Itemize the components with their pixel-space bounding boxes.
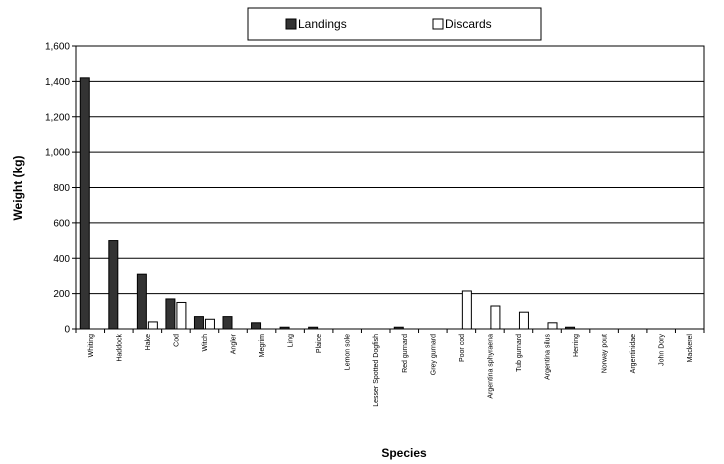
y-tick-label: 0 bbox=[64, 325, 70, 336]
y-tick-label: 800 bbox=[53, 183, 70, 194]
x-tick-label: Hake bbox=[145, 334, 152, 350]
x-tick-label: Whiting bbox=[88, 334, 95, 357]
legend-discards-label: Discards bbox=[445, 17, 492, 31]
bar-discards bbox=[461, 290, 472, 330]
bar-discards bbox=[518, 311, 529, 330]
bar-landings bbox=[251, 322, 262, 330]
x-tick-label: Argentina sphyraena bbox=[487, 334, 494, 399]
legend-landings-swatch bbox=[285, 18, 297, 30]
x-tick-label: Haddock bbox=[116, 334, 123, 362]
legend-discards-swatch bbox=[432, 18, 444, 30]
y-tick-label: 1,600 bbox=[45, 42, 70, 53]
x-tick-label: Megrim bbox=[259, 334, 266, 358]
x-tick-label: Argentina silus bbox=[545, 334, 552, 380]
bar-landings bbox=[193, 316, 204, 330]
bar-landings bbox=[108, 240, 119, 330]
x-tick-label: Poor cod bbox=[459, 334, 466, 362]
legend-box bbox=[247, 7, 542, 41]
x-tick-label: Lesser Spotted Dogfish bbox=[373, 334, 380, 407]
bar-landings bbox=[136, 273, 147, 330]
x-axis-title: Species bbox=[381, 446, 427, 460]
x-tick-label: Tub gurnard bbox=[516, 334, 523, 372]
x-tick-label: Ling bbox=[288, 334, 295, 347]
y-tick-label: 200 bbox=[53, 289, 70, 300]
bar-discards bbox=[176, 301, 187, 330]
bar-discards bbox=[204, 318, 215, 330]
x-axis-ticks: Whiting Haddock Hake Cod Witch Angler Megrim Li… bbox=[75, 329, 705, 407]
legend-landings-label: Landings bbox=[298, 17, 347, 31]
y-tick-label: 600 bbox=[53, 218, 70, 229]
y-axis-title: Weight (kg) bbox=[11, 155, 25, 220]
y-tick-label: 400 bbox=[53, 254, 70, 265]
bar-landings bbox=[222, 316, 233, 330]
x-tick-label: Witch bbox=[202, 334, 209, 352]
y-tick-label: 1,200 bbox=[45, 112, 70, 123]
bar-landings bbox=[165, 298, 176, 330]
y-axis-ticks: 0 200 400 600 800 1,000 1,200 1,400 1,600 bbox=[45, 42, 76, 336]
bar-landings bbox=[79, 77, 90, 330]
bar-discards bbox=[147, 321, 158, 330]
x-tick-label: Lemon sole bbox=[345, 334, 352, 370]
x-tick-label: Angler bbox=[231, 333, 238, 354]
bars bbox=[79, 77, 576, 330]
y-tick-label: 1,000 bbox=[45, 148, 70, 159]
bar-discards bbox=[547, 322, 558, 330]
x-tick-label: Red gurnard bbox=[402, 334, 409, 373]
gridlines bbox=[76, 80, 704, 295]
x-tick-label: Plaice bbox=[316, 334, 323, 353]
x-tick-label: John Dory bbox=[659, 334, 666, 366]
x-tick-label: Argentinidae bbox=[630, 334, 637, 373]
y-tick-label: 1,400 bbox=[45, 77, 70, 88]
x-tick-label: Mackerel bbox=[687, 334, 694, 363]
x-tick-label: Herring bbox=[573, 334, 580, 357]
x-tick-label: Cod bbox=[173, 334, 180, 347]
bar-discards bbox=[490, 305, 501, 330]
x-tick-label: Norway pout bbox=[602, 334, 609, 373]
legend: Landings Discards bbox=[247, 7, 542, 41]
x-tick-label: Grey gurnard bbox=[430, 334, 437, 375]
